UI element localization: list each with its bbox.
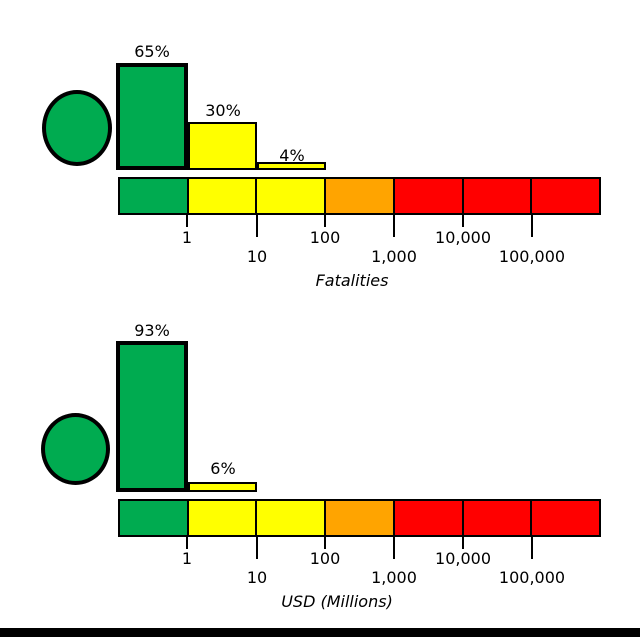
scale-segment <box>326 501 395 535</box>
tick-label: 10 <box>246 568 268 587</box>
scale-segment <box>532 179 600 213</box>
bottom-black-strip <box>0 628 640 637</box>
tick-label: 100,000 <box>498 247 566 266</box>
scale-segment <box>257 179 327 213</box>
scale-segment <box>326 179 395 213</box>
histogram-bar-1-10 <box>188 482 257 492</box>
tick-label: 100 <box>309 228 341 247</box>
scale-segment <box>120 179 189 213</box>
axis-tick <box>256 214 258 237</box>
scale-segment <box>463 179 533 213</box>
axis-tick <box>531 214 533 237</box>
tick-label: 1,000 <box>371 247 417 266</box>
scale-segment <box>532 501 600 535</box>
scale-segment <box>188 179 258 213</box>
bar-value-label: 4% <box>279 146 305 165</box>
axis-tick <box>393 536 395 559</box>
bar-value-label: 65% <box>134 42 170 61</box>
scale-segment <box>257 501 327 535</box>
tick-label: 10,000 <box>435 228 491 247</box>
tick-label: 1,000 <box>371 568 417 587</box>
bar-value-label: 93% <box>134 321 170 340</box>
severity-scale <box>118 499 601 537</box>
axis-title: Fatalities <box>315 271 389 290</box>
bar-value-label: 6% <box>210 459 236 478</box>
histogram-bar-1-10 <box>188 122 257 170</box>
risk-indicator-circle <box>42 90 112 166</box>
tick-label: 1 <box>181 228 193 247</box>
severity-scale <box>118 177 601 215</box>
tick-label: 100 <box>309 549 341 568</box>
scale-segment <box>188 501 258 535</box>
risk-indicator-circle <box>41 413 110 485</box>
axis-tick <box>324 214 326 227</box>
histogram-bar-10-100 <box>257 162 326 170</box>
axis-tick <box>462 536 464 549</box>
tick-label: 1 <box>181 549 193 568</box>
histogram-bar-lt1 <box>116 341 188 492</box>
axis-tick <box>256 536 258 559</box>
scale-segment <box>463 501 533 535</box>
axis-tick <box>531 536 533 559</box>
axis-tick <box>462 214 464 227</box>
tick-label: 100,000 <box>498 568 566 587</box>
axis-tick <box>186 214 188 227</box>
histogram-bar-lt1 <box>116 63 188 170</box>
scale-segment <box>394 179 464 213</box>
axis-title: USD (Millions) <box>281 592 393 611</box>
bar-value-label: 30% <box>205 101 241 120</box>
axis-tick <box>393 214 395 237</box>
axis-tick <box>186 536 188 549</box>
axis-tick <box>324 536 326 549</box>
tick-label: 10 <box>246 247 268 266</box>
scale-segment <box>120 501 189 535</box>
tick-label: 10,000 <box>435 549 491 568</box>
scale-segment <box>394 501 464 535</box>
